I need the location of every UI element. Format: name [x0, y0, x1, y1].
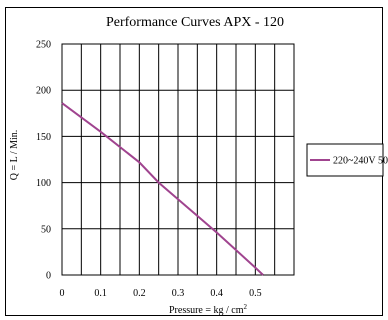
- x-axis-label-text: Pressure = kg / cm: [169, 305, 244, 316]
- series-lines: [61, 102, 264, 276]
- y-tick-label: 250: [36, 40, 51, 51]
- x-tick-labels: 0 0.1 0.2 0.3 0.4 0.5: [60, 288, 262, 299]
- x-tick-label: 0.4: [210, 288, 223, 299]
- x-axis-label: Pressure = kg / cm2: [169, 303, 248, 316]
- y-axis-label: Q = L / Min.: [9, 130, 20, 181]
- y-tick-label: 100: [36, 178, 51, 189]
- x-tick-label: 0.5: [249, 288, 262, 299]
- y-tick-label: 0: [46, 271, 51, 282]
- legend-entry-label: 220~240V 50Hz: [333, 156, 388, 167]
- x-tick-label: 0.3: [172, 288, 185, 299]
- y-tick-labels: 0 50 100 150 200 250: [36, 40, 51, 282]
- plot-area-border: [61, 43, 295, 276]
- y-tick-label: 200: [36, 86, 51, 97]
- x-tick-label: 0.2: [133, 288, 146, 299]
- chart-title: Performance Curves APX - 120: [106, 15, 284, 30]
- series-line-0: [61, 102, 264, 276]
- y-tick-label: 150: [36, 132, 51, 143]
- x-tick-label: 0.1: [94, 288, 107, 299]
- x-tick-label: 0: [60, 288, 65, 299]
- grid-lines: [61, 43, 295, 276]
- y-tick-label: 50: [41, 224, 51, 235]
- legend: 220~240V 50Hz: [306, 143, 388, 177]
- x-axis-label-superscript: 2: [244, 303, 248, 311]
